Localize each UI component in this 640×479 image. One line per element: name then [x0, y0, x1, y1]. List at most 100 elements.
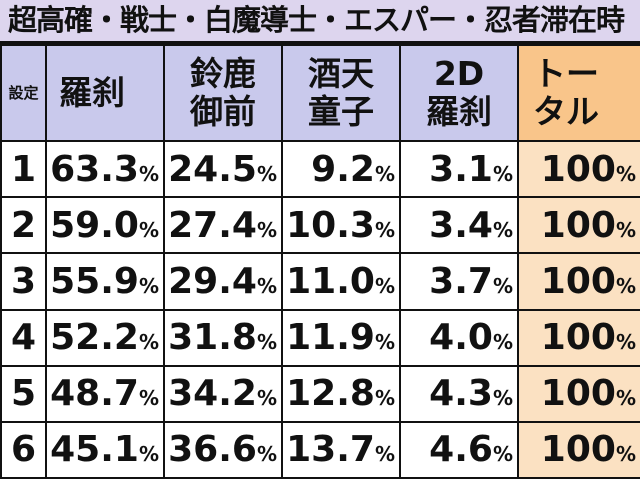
header-line: 酒天	[308, 54, 374, 94]
rate-cell-col3: 13.7%	[281, 420, 401, 479]
rate-cell-col3: 12.8%	[281, 364, 401, 423]
percent-unit: %	[374, 217, 395, 242]
table-row: 1 63.3% 24.5% 9.2% 3.1% 100%	[0, 140, 640, 199]
rate-value: 4.3	[429, 373, 493, 415]
rate-cell-col4: 3.4%	[399, 196, 519, 255]
header-line: 鈴鹿	[190, 54, 256, 94]
rate-cell-col3: 10.3%	[281, 196, 401, 255]
rate-value: 27.4	[168, 204, 257, 246]
percent-unit: %	[615, 442, 636, 467]
header-row: 設定 羅刹 鈴鹿 御前 酒天 童子 2D 羅刹 トー タル	[0, 43, 640, 143]
header-line: 御前	[190, 92, 256, 132]
header-line: 童子	[308, 92, 374, 132]
header-line: トー	[533, 54, 599, 94]
setting-number: 6	[0, 420, 47, 479]
percent-unit: %	[615, 274, 636, 299]
rate-cell-col3: 11.0%	[281, 252, 401, 311]
table-row: 5 48.7% 34.2% 12.8% 4.3% 100%	[0, 364, 640, 423]
percent-unit: %	[138, 274, 159, 299]
rate-value: 31.8	[168, 317, 257, 359]
percent-unit: %	[256, 442, 277, 467]
header-line: 羅刹	[426, 92, 492, 132]
rate-value: 100	[540, 317, 616, 359]
rate-cell-col1: 59.0%	[45, 196, 165, 255]
setting-number: 4	[0, 308, 47, 367]
percent-unit: %	[256, 274, 277, 299]
rate-cell-col1: 63.3%	[45, 140, 165, 199]
percent-unit: %	[138, 442, 159, 467]
rate-value: 24.5	[168, 148, 257, 190]
rate-cell-col4: 4.3%	[399, 364, 519, 423]
rate-value: 13.7	[286, 429, 375, 471]
table-row: 2 59.0% 27.4% 10.3% 3.4% 100%	[0, 196, 640, 255]
rate-value: 59.0	[50, 204, 139, 246]
rate-value: 48.7	[50, 373, 139, 415]
percent-unit: %	[492, 330, 513, 355]
percent-unit: %	[615, 161, 636, 186]
rate-cell-col3: 9.2%	[281, 140, 401, 199]
rate-cell-col2: 27.4%	[163, 196, 283, 255]
header-suzuka-gozen: 鈴鹿 御前	[163, 43, 283, 143]
table-row: 4 52.2% 31.8% 11.9% 4.0% 100%	[0, 308, 640, 367]
rate-value: 4.6	[429, 429, 493, 471]
rate-cell-total: 100%	[517, 308, 640, 367]
rate-cell-col4: 3.7%	[399, 252, 519, 311]
percent-unit: %	[374, 442, 395, 467]
percent-unit: %	[256, 217, 277, 242]
rate-cell-col3: 11.9%	[281, 308, 401, 367]
rate-cell-col2: 29.4%	[163, 252, 283, 311]
percent-unit: %	[492, 386, 513, 411]
percent-unit: %	[615, 386, 636, 411]
rate-value: 63.3	[50, 148, 139, 190]
rate-cell-total: 100%	[517, 196, 640, 255]
page-title: 超高確・戦士・白魔導士・エスパー・忍者滞在時	[0, 0, 640, 44]
rate-value: 12.8	[286, 373, 375, 415]
percent-unit: %	[615, 330, 636, 355]
percent-unit: %	[492, 274, 513, 299]
percent-unit: %	[256, 330, 277, 355]
rate-cell-col2: 36.6%	[163, 420, 283, 479]
rate-value: 52.2	[50, 317, 139, 359]
rate-value: 100	[540, 373, 616, 415]
rate-cell-col4: 4.0%	[399, 308, 519, 367]
rate-value: 45.1	[50, 429, 139, 471]
percent-unit: %	[492, 442, 513, 467]
percent-unit: %	[374, 330, 395, 355]
setting-number: 5	[0, 364, 47, 423]
percent-unit: %	[615, 217, 636, 242]
rate-cell-total: 100%	[517, 420, 640, 479]
rate-cell-col2: 24.5%	[163, 140, 283, 199]
rate-cell-col4: 3.1%	[399, 140, 519, 199]
header-shuten-doji: 酒天 童子	[281, 43, 401, 143]
header-rasetsu: 羅刹	[45, 43, 165, 143]
rate-cell-col2: 31.8%	[163, 308, 283, 367]
setting-number: 3	[0, 252, 47, 311]
setting-number: 2	[0, 196, 47, 255]
rate-value: 11.9	[286, 317, 375, 359]
percent-unit: %	[492, 161, 513, 186]
rate-value: 11.0	[286, 261, 375, 303]
percent-unit: %	[492, 217, 513, 242]
percent-unit: %	[256, 161, 277, 186]
rate-cell-col1: 55.9%	[45, 252, 165, 311]
rate-value: 9.2	[311, 148, 375, 190]
header-total: トー タル	[517, 43, 640, 143]
rate-value: 4.0	[429, 317, 493, 359]
header-line: タル	[533, 92, 599, 132]
probability-table: 設定 羅刹 鈴鹿 御前 酒天 童子 2D 羅刹 トー タル 1 63.3% 24.5…	[0, 43, 640, 479]
rate-cell-col1: 45.1%	[45, 420, 165, 479]
percent-unit: %	[138, 161, 159, 186]
rate-value: 55.9	[50, 261, 139, 303]
rate-value: 100	[540, 429, 616, 471]
rate-value: 29.4	[168, 261, 257, 303]
header-setting: 設定	[0, 43, 47, 143]
rate-cell-total: 100%	[517, 252, 640, 311]
percent-unit: %	[374, 161, 395, 186]
rate-value: 100	[540, 204, 616, 246]
setting-number: 1	[0, 140, 47, 199]
rate-value: 100	[540, 148, 616, 190]
rate-cell-col2: 34.2%	[163, 364, 283, 423]
rate-value: 3.4	[429, 204, 493, 246]
rate-cell-total: 100%	[517, 364, 640, 423]
rate-value: 34.2	[168, 373, 257, 415]
